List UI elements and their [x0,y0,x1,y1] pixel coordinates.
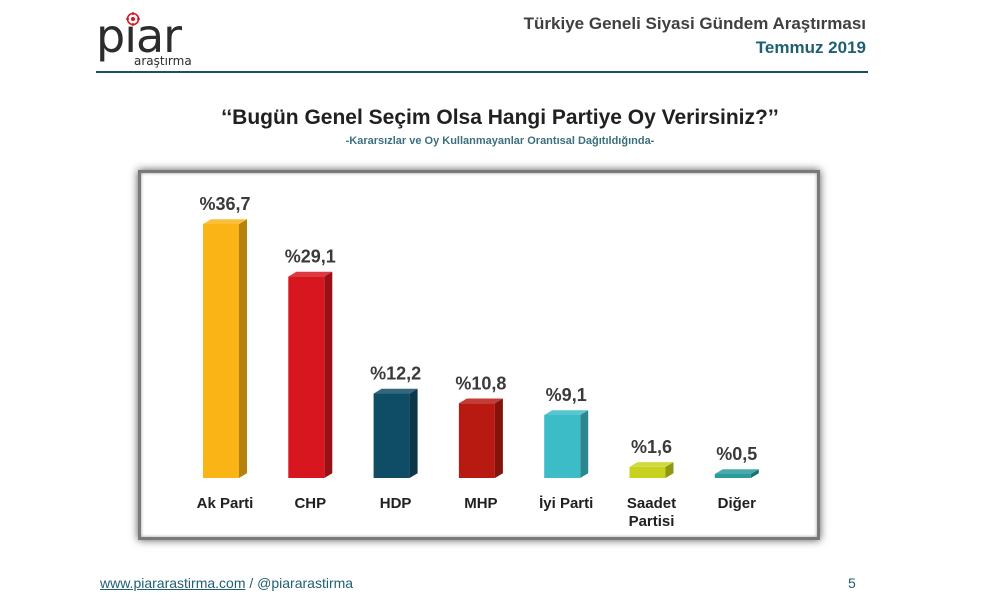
chart-frame [138,170,820,540]
bar-front [288,276,325,478]
category-label: Partisi [629,513,675,530]
page-number: 5 [848,575,856,591]
bar-front [544,415,581,478]
logo-subtitle: araştırma [134,54,192,68]
category-label: HDP [380,495,412,512]
bar-3 [373,388,418,478]
social-handle-link[interactable]: @piararastirma [257,575,354,591]
bar-front [629,466,666,478]
category-label: Ak Parti [197,495,254,512]
header-divider [96,71,868,73]
category-label: Diğer [718,495,757,512]
value-label: %12,2 [370,364,421,384]
bar-side [665,462,674,478]
footer-links: www.piararastirma.com / @piararastirma [100,575,353,591]
value-label: %9,1 [546,385,587,405]
bar-side [750,469,759,478]
bar-6 [629,462,674,478]
value-label: %0,5 [716,444,757,464]
bar-chart: %36,7 Ak Parti %29,1 CHP %12,2 HDP %10,8 MHP %9,… [197,194,759,530]
bar-front [373,393,410,478]
category-label: İyi Parti [539,495,593,512]
bar-2 [288,271,333,478]
value-label: %10,8 [455,373,506,393]
bar-top [629,462,674,467]
bar-5 [544,410,589,478]
footer-separator: / [245,575,258,591]
bar-side [409,388,418,478]
target-icon [126,12,140,26]
category-label: CHP [294,495,326,512]
bar-top [544,410,589,416]
chart-title: ‘‘Bugün Genel Seçim Olsa Hangi Partiye O… [221,106,779,129]
bar-side [239,219,247,478]
bar-top [714,469,759,474]
bar-front [203,224,239,478]
report-period: Temmuz 2019 [755,38,866,57]
bar-1 [203,219,247,478]
bar-7 [714,469,759,478]
bar-side [580,410,589,478]
category-label: Saadet [627,495,676,512]
website-link[interactable]: www.piararastirma.com [100,575,246,591]
bar-side [494,398,503,478]
report-title: Türkiye Geneli Siyasi Gündem Araştırması [523,14,866,33]
bar-top [458,398,503,404]
value-label: %1,6 [631,437,672,457]
bar-top [288,271,333,277]
category-label: MHP [464,495,497,512]
value-label: %36,7 [199,194,250,214]
bar-front [714,474,751,478]
bar-4 [458,398,503,478]
piar-logo: pıar araştırma [96,6,206,70]
chart-subtitle: -Kararsızlar ve Oy Kullanmayanlar Orantı… [345,135,655,147]
bar-front [458,403,495,478]
bar-top [203,219,247,224]
bar-side [324,271,333,478]
value-label: %29,1 [285,247,336,267]
bar-top [373,388,418,394]
